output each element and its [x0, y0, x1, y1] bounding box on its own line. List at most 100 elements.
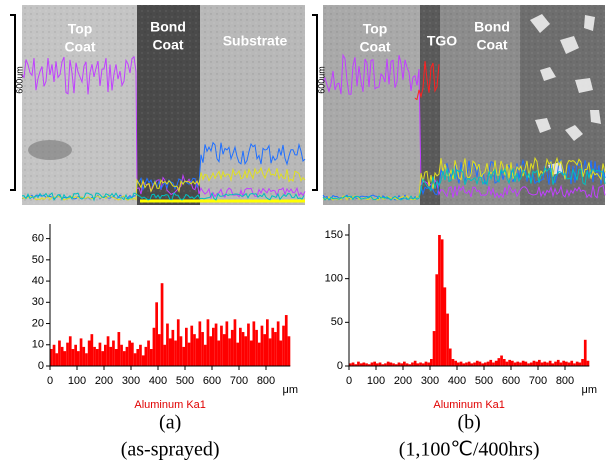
bar — [63, 351, 67, 366]
x-tick-label: 800 — [257, 375, 275, 387]
sem-image-a — [10, 5, 305, 205]
bar — [511, 360, 514, 366]
bar — [174, 340, 177, 366]
bar — [400, 363, 403, 366]
line-scan — [22, 166, 306, 201]
bar — [502, 359, 506, 366]
bar — [50, 349, 53, 366]
bar — [276, 321, 280, 366]
y-tick-label: 60 — [32, 233, 44, 245]
bar — [578, 362, 582, 366]
bar — [470, 363, 474, 366]
bar — [486, 361, 490, 366]
bar — [403, 361, 406, 366]
bar — [228, 338, 231, 366]
bar — [158, 334, 161, 366]
bar — [357, 361, 360, 366]
region-label: Top — [68, 21, 93, 37]
bar — [257, 342, 261, 366]
y-tick-label: 50 — [32, 254, 44, 266]
bar — [362, 362, 366, 366]
bar — [268, 338, 272, 366]
bar — [446, 313, 449, 366]
bar — [222, 334, 226, 366]
bar — [190, 325, 194, 366]
bar — [354, 364, 358, 366]
bar — [79, 338, 83, 366]
bar — [195, 338, 199, 366]
bar — [144, 346, 148, 366]
bar — [448, 348, 452, 366]
bar — [58, 340, 61, 366]
region-label: Coat — [152, 37, 183, 53]
bar — [85, 353, 88, 366]
line-scan — [322, 166, 606, 201]
bar — [519, 362, 522, 366]
bar — [252, 321, 256, 366]
bar — [101, 351, 104, 366]
bar — [413, 360, 417, 366]
bar — [505, 361, 509, 366]
bar — [155, 302, 158, 366]
bar — [179, 336, 183, 366]
line-scan — [322, 53, 606, 199]
bar — [255, 329, 258, 366]
bar — [586, 360, 590, 366]
bar — [122, 351, 126, 366]
y-tick-label: 100 — [325, 273, 343, 285]
bar — [465, 362, 468, 366]
bar — [484, 362, 487, 366]
bar — [206, 319, 210, 366]
region-label: Bond — [474, 19, 510, 35]
bar — [457, 362, 460, 366]
bar — [438, 234, 441, 366]
bar — [128, 340, 131, 366]
bar — [351, 362, 355, 366]
bar — [467, 361, 471, 366]
bar — [384, 363, 387, 366]
bar — [109, 346, 113, 366]
y-tick-label: 0 — [337, 360, 343, 372]
bar — [182, 346, 185, 366]
bar — [139, 344, 142, 366]
bar — [60, 346, 64, 366]
x-axis-label: μm — [582, 384, 598, 396]
bar — [475, 360, 479, 366]
bar — [147, 340, 150, 366]
y-tick-label: 150 — [325, 229, 343, 241]
bar — [513, 362, 517, 366]
region-label: Coat — [476, 37, 507, 53]
bar — [187, 342, 191, 366]
bar — [432, 331, 436, 366]
bar — [133, 353, 137, 366]
bar — [573, 363, 576, 366]
x-tick-label: 700 — [529, 375, 547, 387]
bar — [55, 353, 59, 366]
bar — [90, 334, 94, 366]
bar — [540, 362, 544, 366]
region-label: Bond — [150, 19, 186, 35]
bar — [217, 340, 221, 366]
bar — [214, 323, 218, 366]
bar — [136, 349, 140, 366]
caption: (a) — [159, 412, 181, 434]
bar — [82, 346, 86, 366]
bar — [201, 332, 204, 366]
bar — [168, 338, 172, 366]
bar — [244, 336, 248, 366]
bar — [260, 325, 264, 366]
bar — [443, 287, 447, 366]
bar — [93, 346, 96, 366]
bar — [581, 359, 584, 366]
bar — [171, 329, 175, 366]
bar — [233, 319, 237, 366]
bar — [373, 361, 376, 366]
bar — [521, 360, 525, 366]
region-label: Substrate — [223, 33, 288, 49]
bar — [454, 360, 457, 366]
bar — [551, 363, 555, 366]
bar — [462, 363, 466, 366]
bar — [163, 344, 167, 366]
bar — [77, 351, 80, 366]
